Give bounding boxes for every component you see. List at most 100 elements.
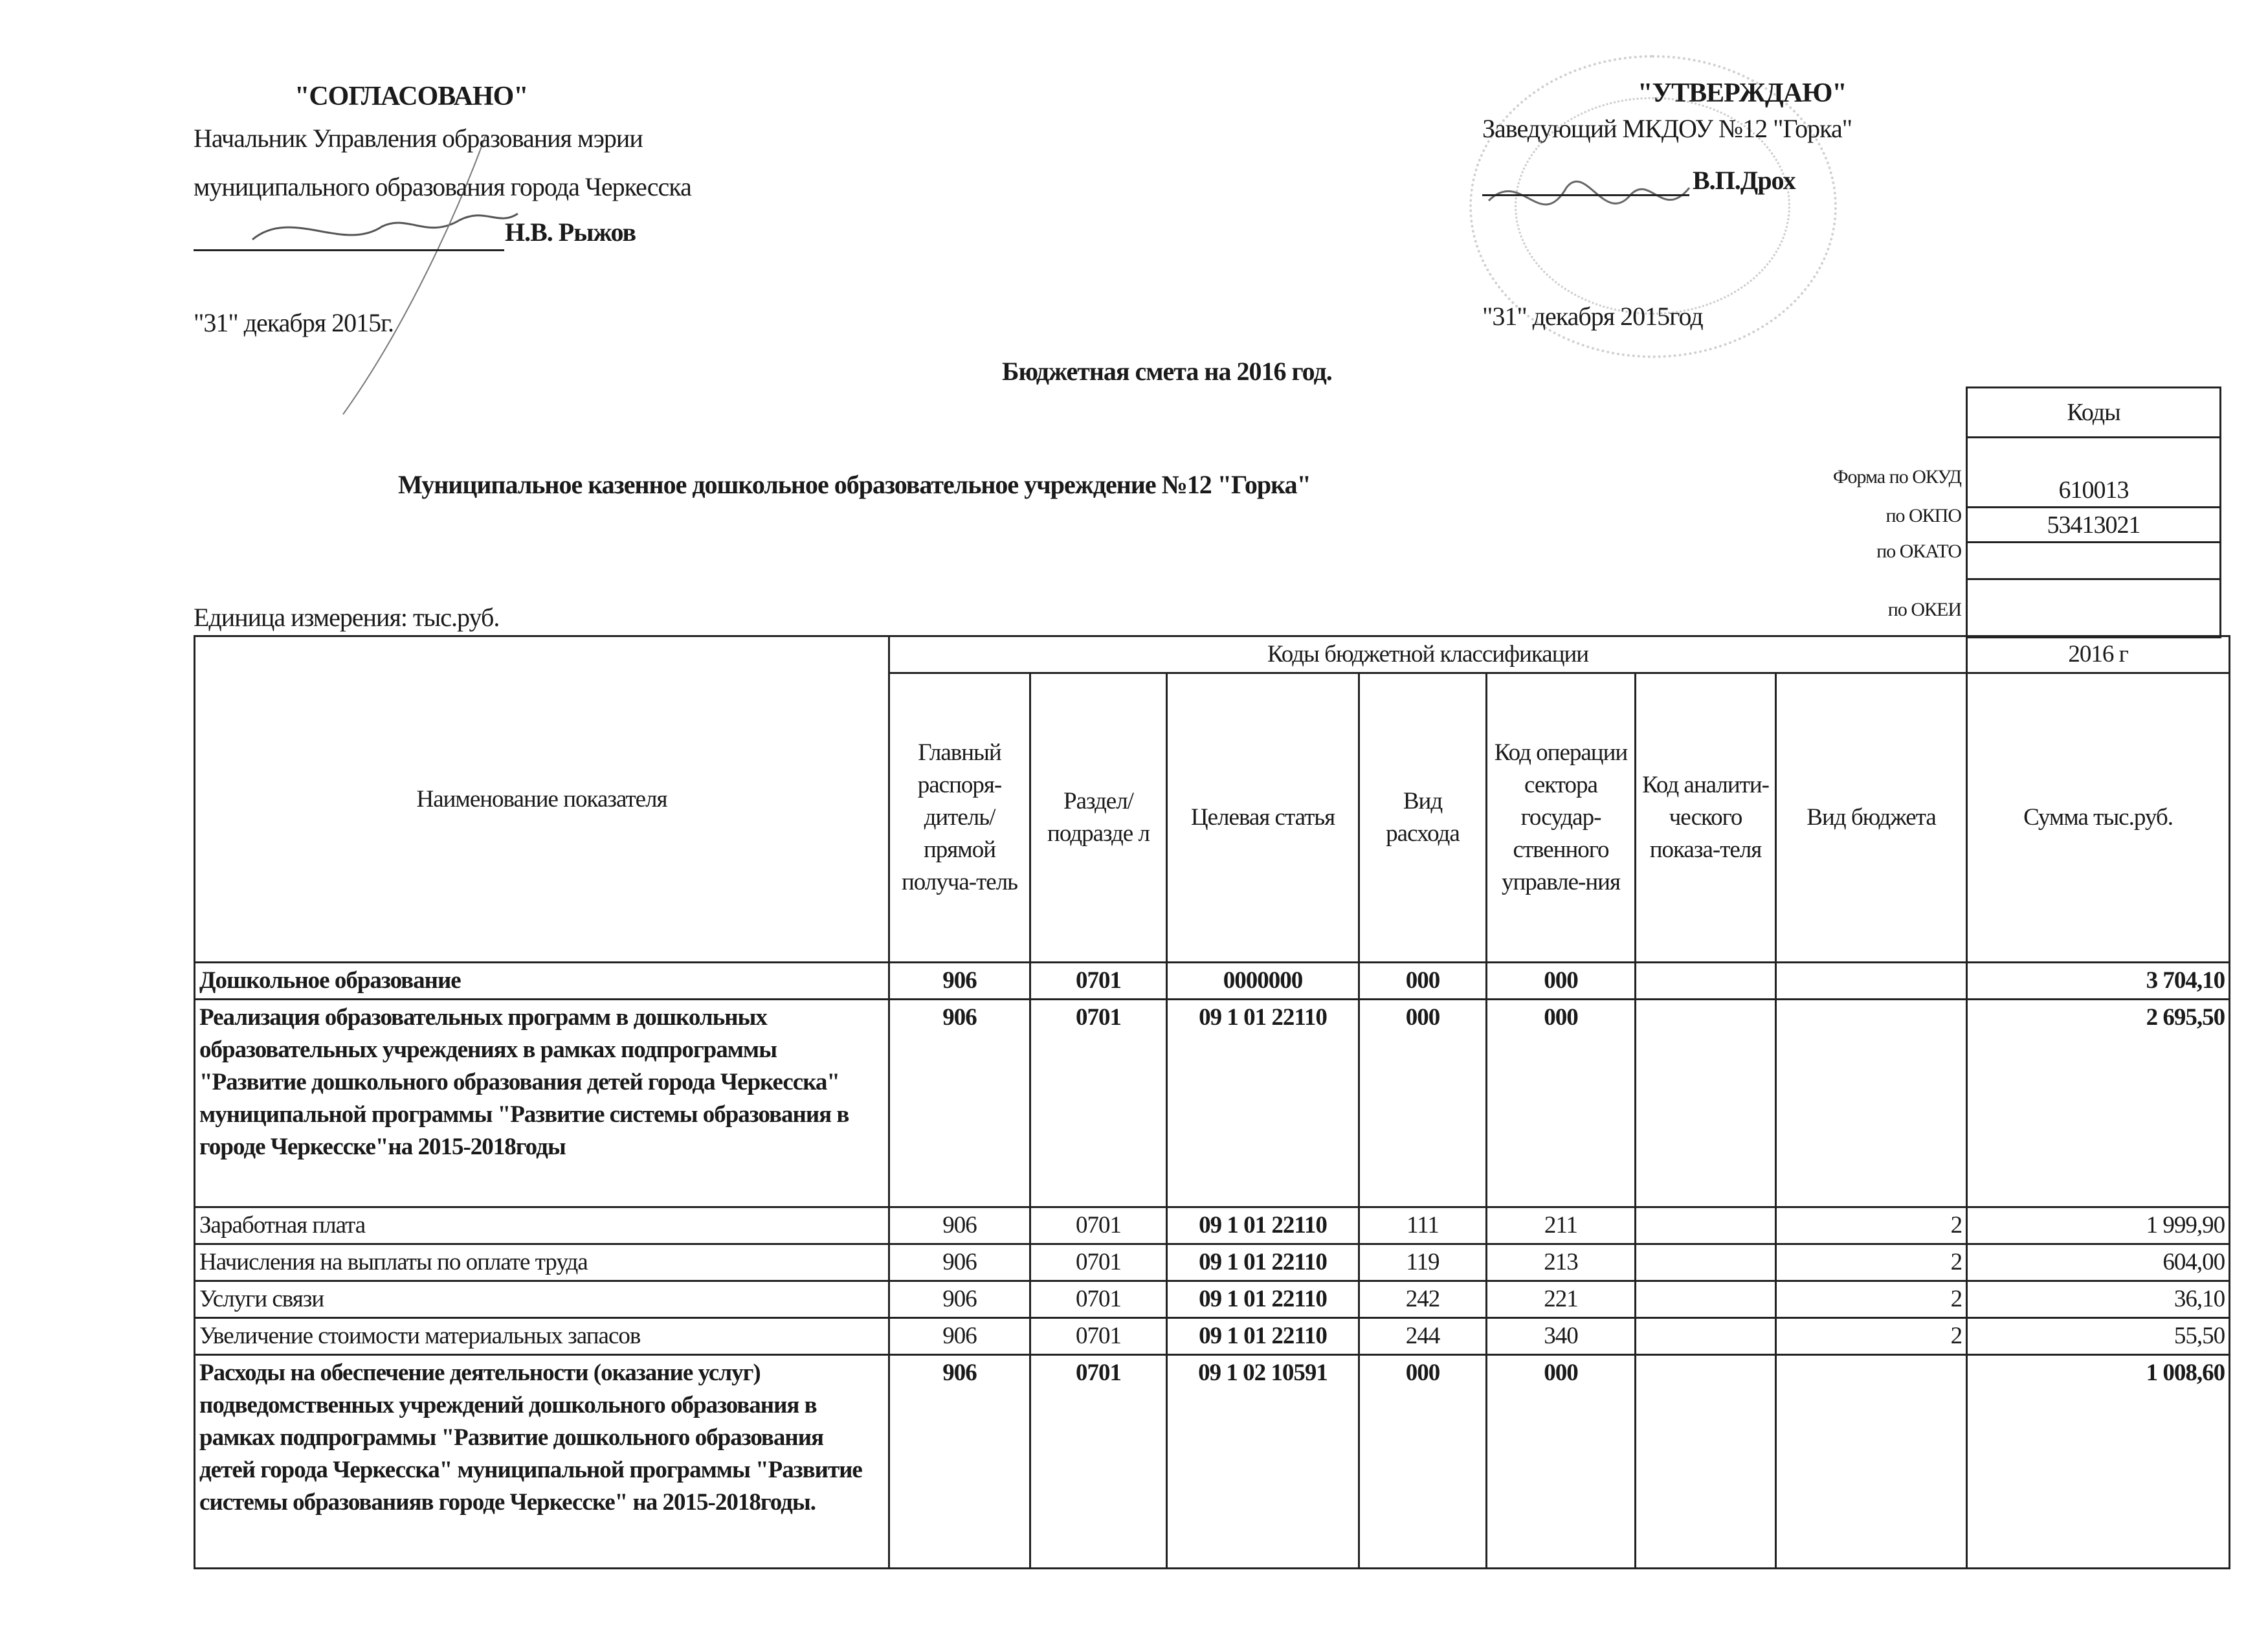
cell-main-manager: 906: [888, 961, 1031, 1000]
head-date: "31" декабря 2015год: [1482, 302, 1704, 331]
cell-budget-type: [1774, 1354, 1968, 1569]
cell-expense-type: 000: [1358, 1354, 1487, 1569]
table-row: Заработная плата 906 0701 09 1 01 22110 111 2…: [194, 1206, 2231, 1245]
head-position: Заведующий МКДОУ №12 "Горка": [1482, 114, 1852, 143]
header-budget-type: Вид бюджета: [1774, 672, 1968, 963]
cell-indicator-name: Услуги связи: [194, 1280, 890, 1319]
code-label-okei: по ОКЕИ: [1887, 599, 1962, 620]
cell-sum: 36,10: [1966, 1280, 2231, 1319]
cell-expense-type: 242: [1358, 1280, 1487, 1319]
cell-kosgu: 000: [1485, 1354, 1636, 1569]
code-okato: [1966, 541, 2221, 580]
cell-budget-type: 2: [1774, 1243, 1968, 1282]
approver-position-line2: муниципального образования города Черкес…: [194, 172, 692, 201]
cell-section: 0701: [1029, 1280, 1168, 1319]
table-row: Дошкольное образование 906 0701 0000000 000 0…: [194, 961, 2231, 1000]
cell-budget-type: 2: [1774, 1317, 1968, 1356]
cell-analytic-code: [1634, 998, 1777, 1208]
header-sum: Сумма тыс.руб.: [1966, 672, 2231, 963]
header-target-article: Целевая статья: [1166, 672, 1360, 963]
code-okud: 610013: [1966, 436, 2221, 508]
cell-expense-type: 000: [1358, 998, 1487, 1208]
cell-sum: 55,50: [1966, 1317, 2231, 1356]
table-row: Услуги связи 906 0701 09 1 01 22110 242 221 2 3…: [194, 1280, 2231, 1319]
codes-header: Коды: [1966, 387, 2221, 438]
approver-name: Н.В. Рыжов: [505, 218, 636, 247]
cell-target-article: 0000000: [1166, 961, 1360, 1000]
cell-analytic-code: [1634, 961, 1777, 1000]
unit-of-measure: Единица измерения: тыс.руб.: [194, 603, 500, 632]
cell-sum: 1 008,60: [1966, 1354, 2231, 1569]
signature-right: [1487, 180, 1691, 206]
cell-main-manager: 906: [888, 1243, 1031, 1282]
cell-section: 0701: [1029, 961, 1168, 1000]
cell-expense-type: 119: [1358, 1243, 1487, 1282]
cell-sum: 1 999,90: [1966, 1206, 2231, 1245]
code-label-okato: по ОКАТО: [1876, 541, 1962, 562]
code-okpo: 53413021: [1966, 506, 2221, 543]
cell-target-article: 09 1 01 22110: [1166, 1206, 1360, 1245]
cell-indicator-name: Начисления на выплаты по оплате труда: [194, 1243, 890, 1282]
cell-indicator-name: Дошкольное образование: [194, 961, 890, 1000]
cell-kosgu: 000: [1485, 998, 1636, 1208]
codes-table: Коды 610013 53413021: [1966, 387, 2221, 638]
cell-indicator-name: Увеличение стоимости материальных запасо…: [194, 1317, 890, 1356]
seal-stamp-inner: [1515, 97, 1790, 315]
cell-analytic-code: [1634, 1206, 1777, 1245]
cell-kosgu: 211: [1485, 1206, 1636, 1245]
head-name: В.П.Дрох: [1693, 166, 1796, 195]
cell-main-manager: 906: [888, 998, 1031, 1208]
signature-left: [252, 135, 518, 415]
cell-target-article: 09 1 01 22110: [1166, 1317, 1360, 1356]
cell-indicator-name: Расходы на обеспечение деятельности (ока…: [194, 1354, 890, 1569]
seal-stamp: [1469, 55, 1837, 358]
cell-main-manager: 906: [888, 1317, 1031, 1356]
code-label-okpo: по ОКПО: [1885, 505, 1962, 526]
cell-section: 0701: [1029, 1317, 1168, 1356]
cell-target-article: 09 1 02 10591: [1166, 1354, 1360, 1569]
cell-expense-type: 244: [1358, 1317, 1487, 1356]
cell-expense-type: 111: [1358, 1206, 1487, 1245]
cell-main-manager: 906: [888, 1354, 1031, 1569]
cell-kosgu: 340: [1485, 1317, 1636, 1356]
cell-expense-type: 000: [1358, 961, 1487, 1000]
cell-analytic-code: [1634, 1280, 1777, 1319]
table-row: Расходы на обеспечение деятельности (ока…: [194, 1354, 2231, 1569]
cell-section: 0701: [1029, 1206, 1168, 1245]
table-row: Реализация образовательных программ в до…: [194, 998, 2231, 1208]
organization-name: Муниципальное казенное дошкольное образо…: [398, 470, 1311, 499]
header-analytic-code: Код аналити-ческого показа-теля: [1634, 672, 1777, 963]
cell-kosgu: 213: [1485, 1243, 1636, 1282]
cell-main-manager: 906: [888, 1280, 1031, 1319]
table-row: Начисления на выплаты по оплате труда 906…: [194, 1243, 2231, 1282]
cell-indicator-name: Заработная плата: [194, 1206, 890, 1245]
cell-kosgu: 221: [1485, 1280, 1636, 1319]
cell-kosgu: 000: [1485, 961, 1636, 1000]
approved-title: "СОГЛАСОВАНО": [295, 82, 529, 111]
cell-main-manager: 906: [888, 1206, 1031, 1245]
header-main-manager: Главный распоря-дитель/ прямой получа-те…: [888, 672, 1031, 963]
code-label-okud: Форма по ОКУД: [1832, 466, 1962, 487]
code-okei: [1966, 578, 2221, 638]
cell-analytic-code: [1634, 1317, 1777, 1356]
signature-line: [194, 249, 504, 251]
approver-position-line1: Начальник Управления образования мэрии: [194, 124, 643, 153]
cell-target-article: 09 1 01 22110: [1166, 1243, 1360, 1282]
cell-section: 0701: [1029, 998, 1168, 1208]
cell-target-article: 09 1 01 22110: [1166, 1280, 1360, 1319]
table-row: Увеличение стоимости материальных запасо…: [194, 1317, 2231, 1356]
cell-budget-type: 2: [1774, 1206, 1968, 1245]
header-expense-type: Вид расхода: [1358, 672, 1487, 963]
cell-target-article: 09 1 01 22110: [1166, 998, 1360, 1208]
cell-sum: 3 704,10: [1966, 961, 2231, 1000]
header-indicator-name: Наименование показателя: [194, 635, 890, 963]
approver-date: "31" декабря 2015г.: [194, 308, 394, 337]
cell-sum: 604,00: [1966, 1243, 2231, 1282]
cell-section: 0701: [1029, 1243, 1168, 1282]
document-title: Бюджетная смета на 2016 год.: [1002, 357, 1333, 386]
cell-budget-type: [1774, 998, 1968, 1208]
header-budget-classification: Коды бюджетной классификации: [887, 635, 1968, 674]
cell-section: 0701: [1029, 1354, 1168, 1569]
header-kosgu: Код операции сектора государ-ственного у…: [1485, 672, 1636, 963]
cell-indicator-name: Реализация образовательных программ в до…: [194, 998, 890, 1208]
